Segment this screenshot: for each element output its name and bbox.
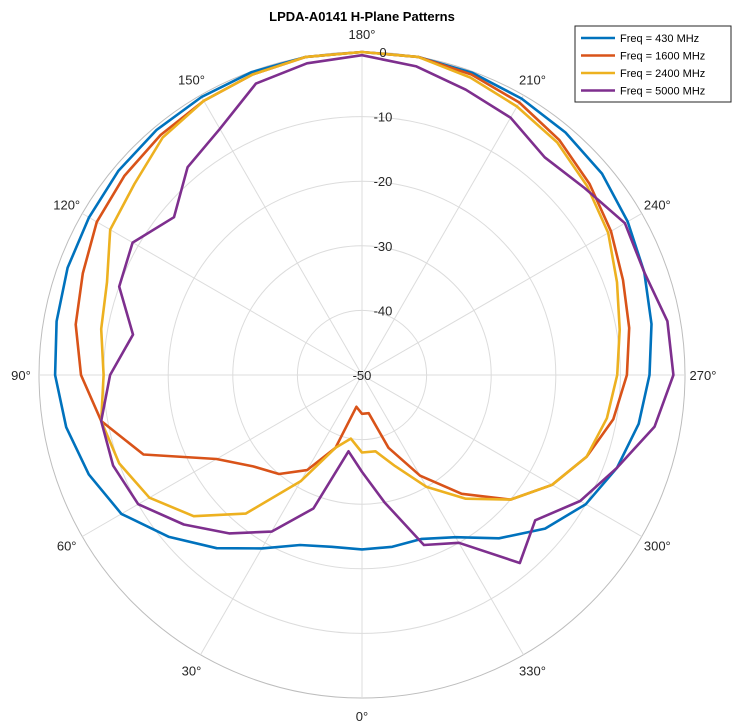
radial-tick-label: -30	[374, 239, 393, 254]
grid-spoke	[361, 374, 642, 537]
angle-tick-label: 60°	[57, 539, 77, 554]
grid-spoke	[200, 95, 363, 376]
radial-tick-labels: 0 -10 -20 -30 -40 -50	[353, 45, 393, 383]
angle-tick-label: 240°	[644, 198, 671, 213]
angle-tick-labels: 0° 30° 60° 90° 120° 150° 180° 210° 240° 270° 300° 3…	[11, 27, 716, 721]
legend-label: Freq = 5000 MHz	[620, 86, 705, 98]
legend-label: Freq = 430 MHz	[620, 33, 699, 45]
angle-tick-label: 0°	[356, 709, 368, 721]
angle-tick-label: 300°	[644, 539, 671, 554]
chart-title: LPDA-A0141 H-Plane Patterns	[269, 9, 455, 24]
polar-grid	[38, 51, 686, 699]
radial-tick-label: -20	[374, 174, 393, 189]
angle-tick-label: 270°	[690, 368, 717, 383]
legend-label: Freq = 1600 MHz	[620, 51, 705, 63]
angle-tick-label: 30°	[182, 663, 202, 678]
legend-label: Freq = 2400 MHz	[620, 68, 705, 80]
grid-spoke	[361, 213, 642, 376]
grid-spoke	[82, 374, 363, 537]
grid-spoke	[82, 213, 363, 376]
angle-tick-label: 180°	[349, 27, 376, 42]
grid-spoke	[200, 374, 363, 655]
radial-tick-label: -40	[374, 303, 393, 318]
grid-spoke	[361, 95, 524, 376]
series-layer	[53, 50, 675, 565]
radial-tick-label: 0	[379, 45, 386, 60]
series-line-1	[53, 50, 653, 551]
radial-tick-label: -50	[353, 368, 372, 383]
legend: Freq = 430 MHz Freq = 1600 MHz Freq = 2400…	[574, 25, 732, 103]
radial-tick-label: -10	[374, 110, 393, 125]
angle-tick-label: 210°	[519, 73, 546, 88]
angle-tick-label: 330°	[519, 663, 546, 678]
angle-tick-label: 120°	[53, 198, 80, 213]
angle-tick-label: 150°	[178, 73, 205, 88]
grid-spoke	[361, 374, 524, 655]
angle-tick-label: 90°	[11, 368, 31, 383]
